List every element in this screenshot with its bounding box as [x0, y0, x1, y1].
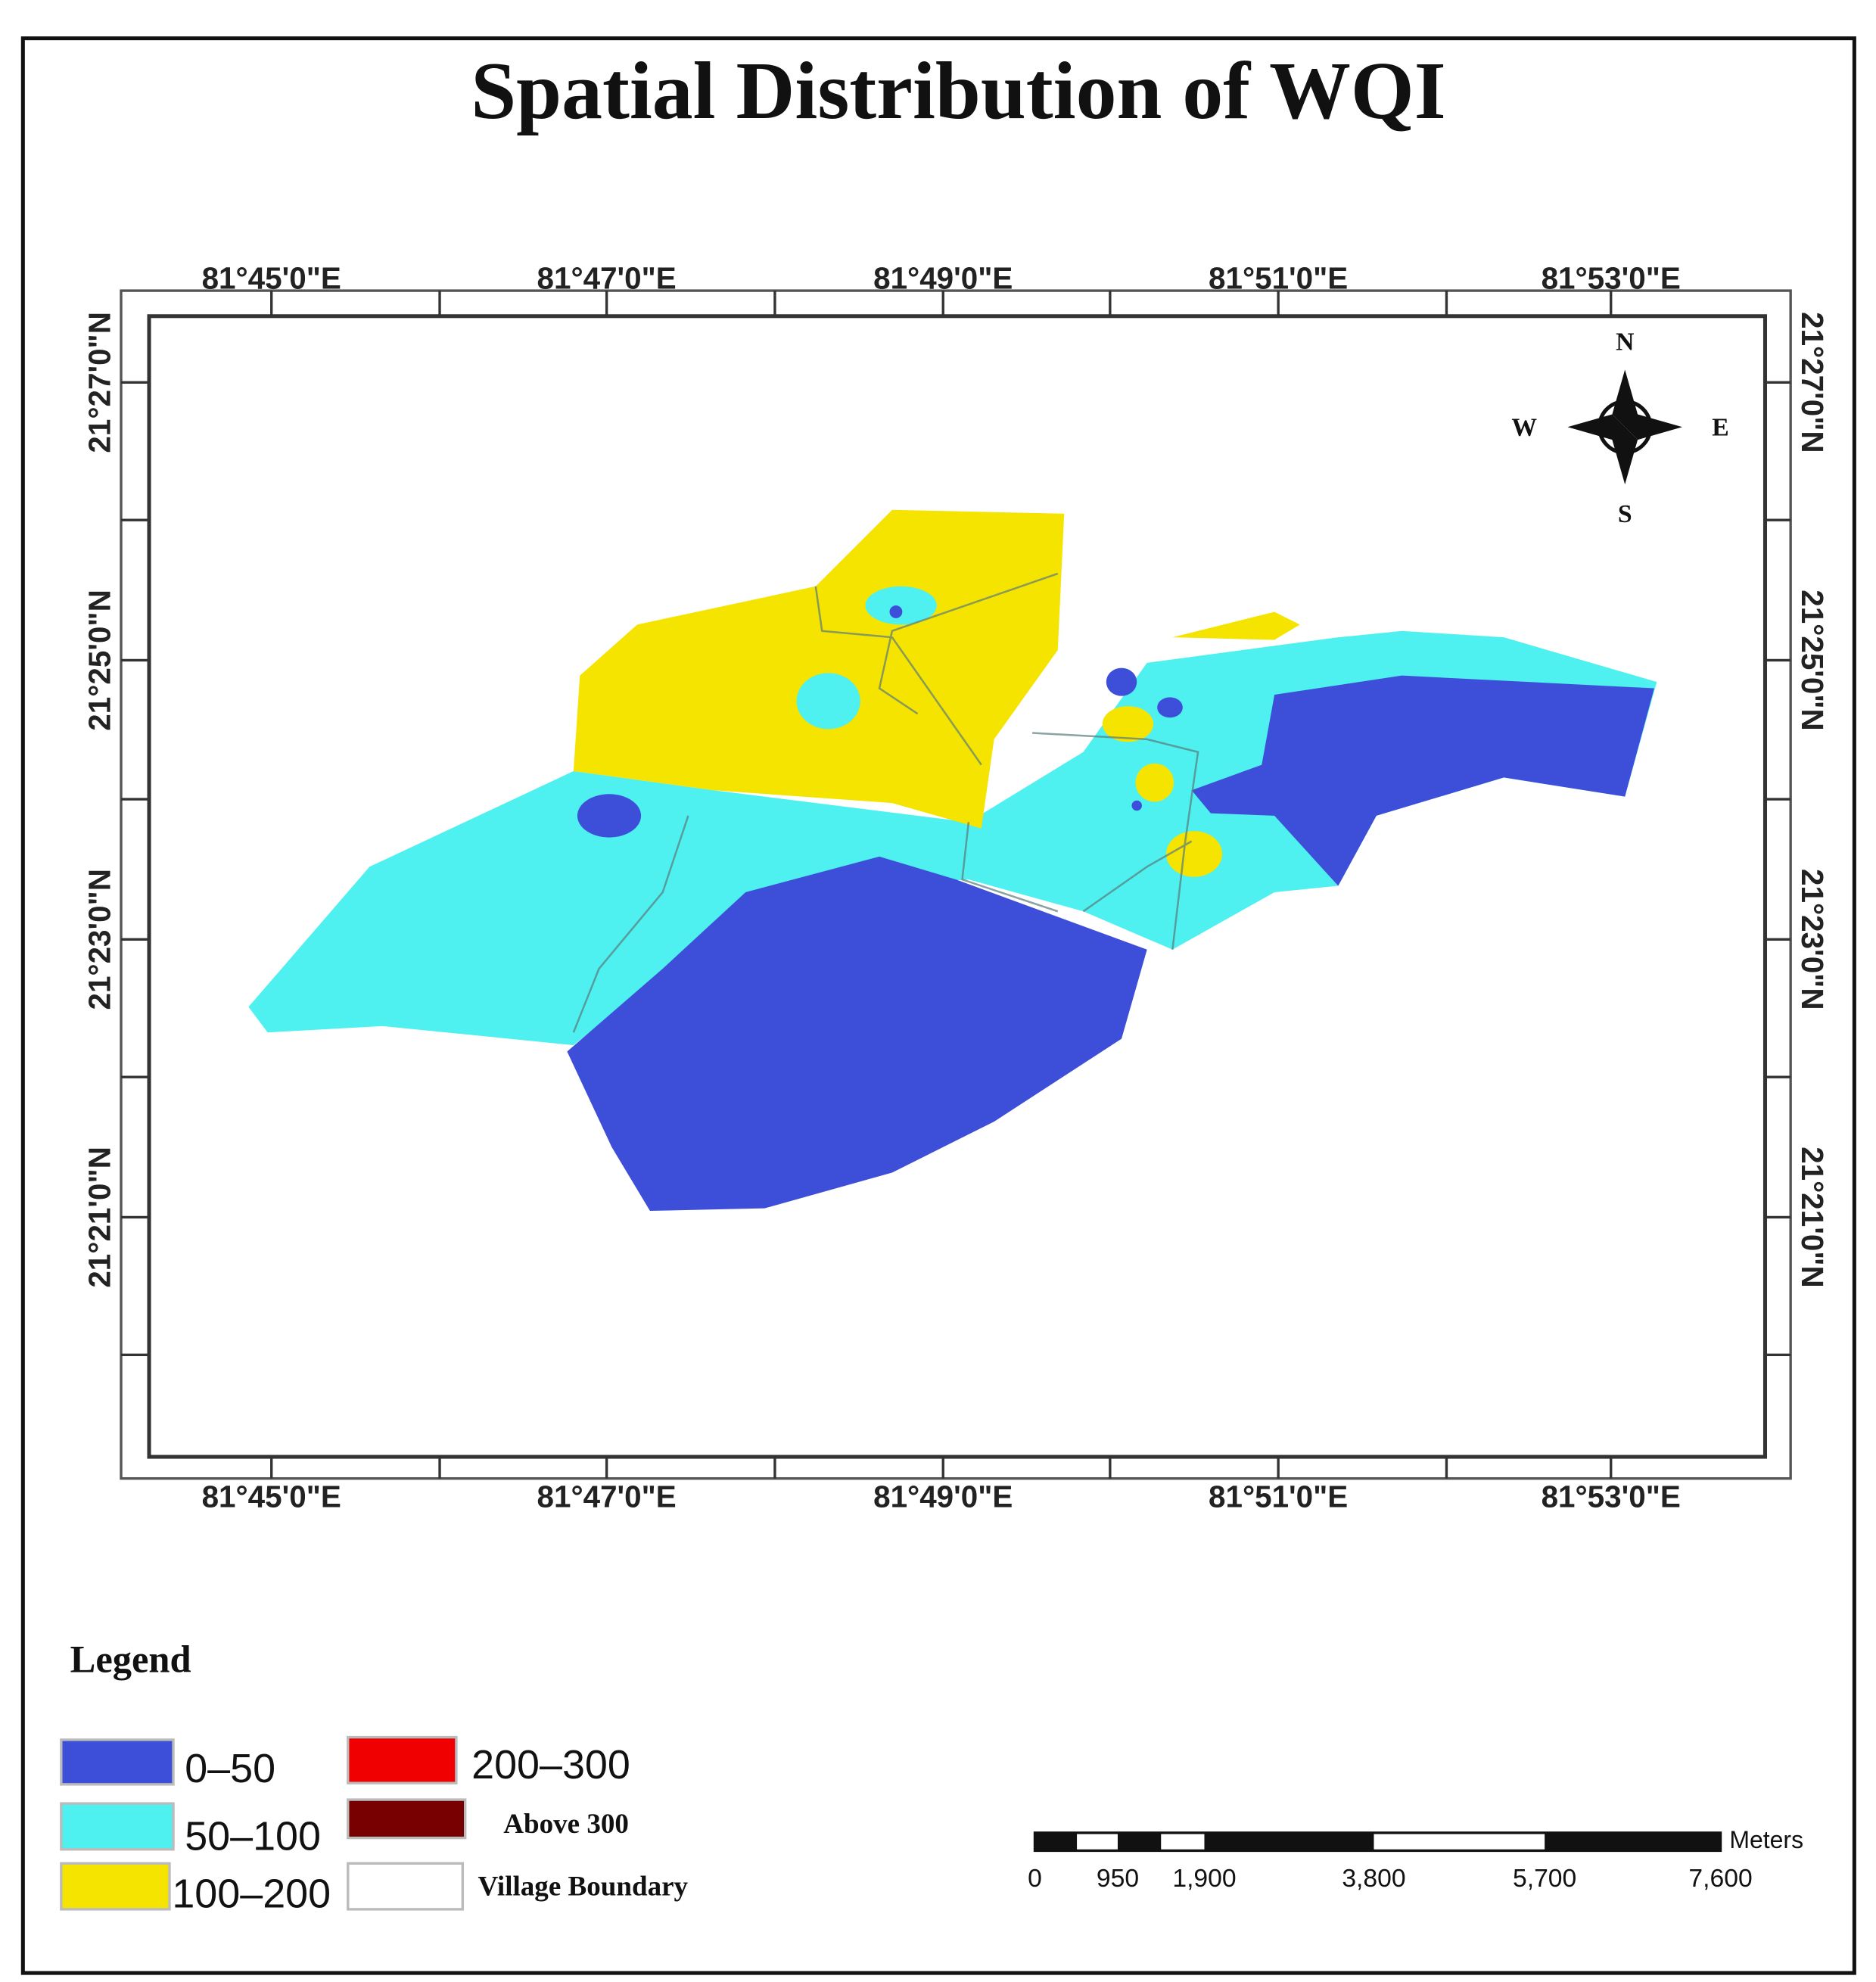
scale-label: 950 — [1097, 1865, 1139, 1893]
village-boundaries — [572, 572, 1199, 1033]
scale-label: 0 — [1028, 1865, 1042, 1893]
coordinate-labels: 81°45'0"E 81°45'0"E 81°47'0"E 81°47'0"E 81°4… — [82, 260, 1829, 1514]
zone-100-200 — [1172, 611, 1300, 640]
x-label-bottom: 81°45'0"E — [202, 1479, 341, 1514]
x-label-bottom: 81°51'0"E — [1209, 1479, 1348, 1514]
x-label-top: 81°51'0"E — [1209, 260, 1348, 295]
y-label-left: 21°23'0"N — [82, 869, 117, 1010]
y-label-right: 21°27'0"N — [1795, 312, 1830, 453]
y-label-right: 21°23'0"N — [1795, 869, 1830, 1010]
legend-title: Legend — [70, 1638, 191, 1680]
zone-100-200 — [1102, 706, 1154, 742]
zone-0-50 — [1157, 697, 1183, 718]
scale-label: 3,800 — [1342, 1865, 1405, 1893]
y-label-left: 21°27'0"N — [82, 312, 117, 453]
north-arrow — [1567, 369, 1683, 485]
zone-100-200 — [1165, 831, 1223, 877]
legend-label: 100–200 — [172, 1871, 331, 1916]
zone-0-50 — [1191, 675, 1654, 886]
zone-50-100 — [865, 586, 937, 625]
zone-0-50 — [577, 794, 642, 838]
compass-w: W — [1511, 413, 1537, 441]
scale-bar — [1033, 1831, 1722, 1853]
legend-label: Village Boundary — [478, 1871, 689, 1902]
zone-0-50 — [1106, 667, 1137, 696]
zone-100-200 — [1135, 763, 1174, 802]
legend-swatch — [347, 1735, 458, 1784]
scale-label: 5,700 — [1513, 1865, 1576, 1893]
legend-swatch — [347, 1798, 467, 1840]
x-label-top: 81°49'0"E — [873, 260, 1013, 295]
zone-0-50 — [567, 856, 1147, 1212]
x-label-bottom: 81°53'0"E — [1542, 1479, 1681, 1514]
x-label-top: 81°45'0"E — [202, 260, 341, 295]
scale-unit: Meters — [1729, 1826, 1803, 1853]
zone-0-50 — [889, 605, 903, 618]
x-label-top: 81°47'0"E — [537, 260, 677, 295]
y-label-right: 21°25'0"N — [1795, 590, 1830, 730]
scale-labels: 0 950 1,900 3,800 5,700 7,600 — [1028, 1865, 1753, 1893]
wqi-zones — [248, 509, 1657, 1212]
zone-100-200 — [573, 509, 1065, 829]
zone-0-50 — [1131, 800, 1142, 811]
x-label-bottom: 81°49'0"E — [873, 1479, 1013, 1514]
compass-s: S — [1618, 500, 1632, 528]
map-title: Spatial Distribution of WQI — [471, 46, 1445, 136]
legend-label: 200–300 — [471, 1742, 630, 1788]
y-label-right: 21°21'0"N — [1795, 1147, 1830, 1287]
frame-ticks — [120, 291, 1791, 1479]
legend-label: Above 300 — [503, 1809, 629, 1840]
compass-n: N — [1616, 328, 1634, 356]
x-label-top: 81°53'0"E — [1542, 260, 1681, 295]
legend: 0–50 50–100 100–200 200–300 Above 300 Village… — [60, 1735, 689, 1916]
legend-swatch — [60, 1862, 171, 1911]
y-label-left: 21°25'0"N — [82, 590, 117, 730]
x-label-bottom: 81°47'0"E — [537, 1479, 677, 1514]
y-label-left: 21°21'0"N — [82, 1147, 117, 1287]
legend-swatch — [60, 1802, 175, 1851]
legend-swatch — [347, 1862, 465, 1911]
scale-label: 7,600 — [1688, 1865, 1752, 1893]
scale-label: 1,900 — [1172, 1865, 1236, 1893]
legend-label: 50–100 — [185, 1814, 321, 1859]
zone-50-100 — [796, 673, 860, 730]
legend-swatch — [60, 1738, 175, 1786]
legend-label: 0–50 — [185, 1746, 275, 1791]
compass-e: E — [1712, 413, 1728, 441]
